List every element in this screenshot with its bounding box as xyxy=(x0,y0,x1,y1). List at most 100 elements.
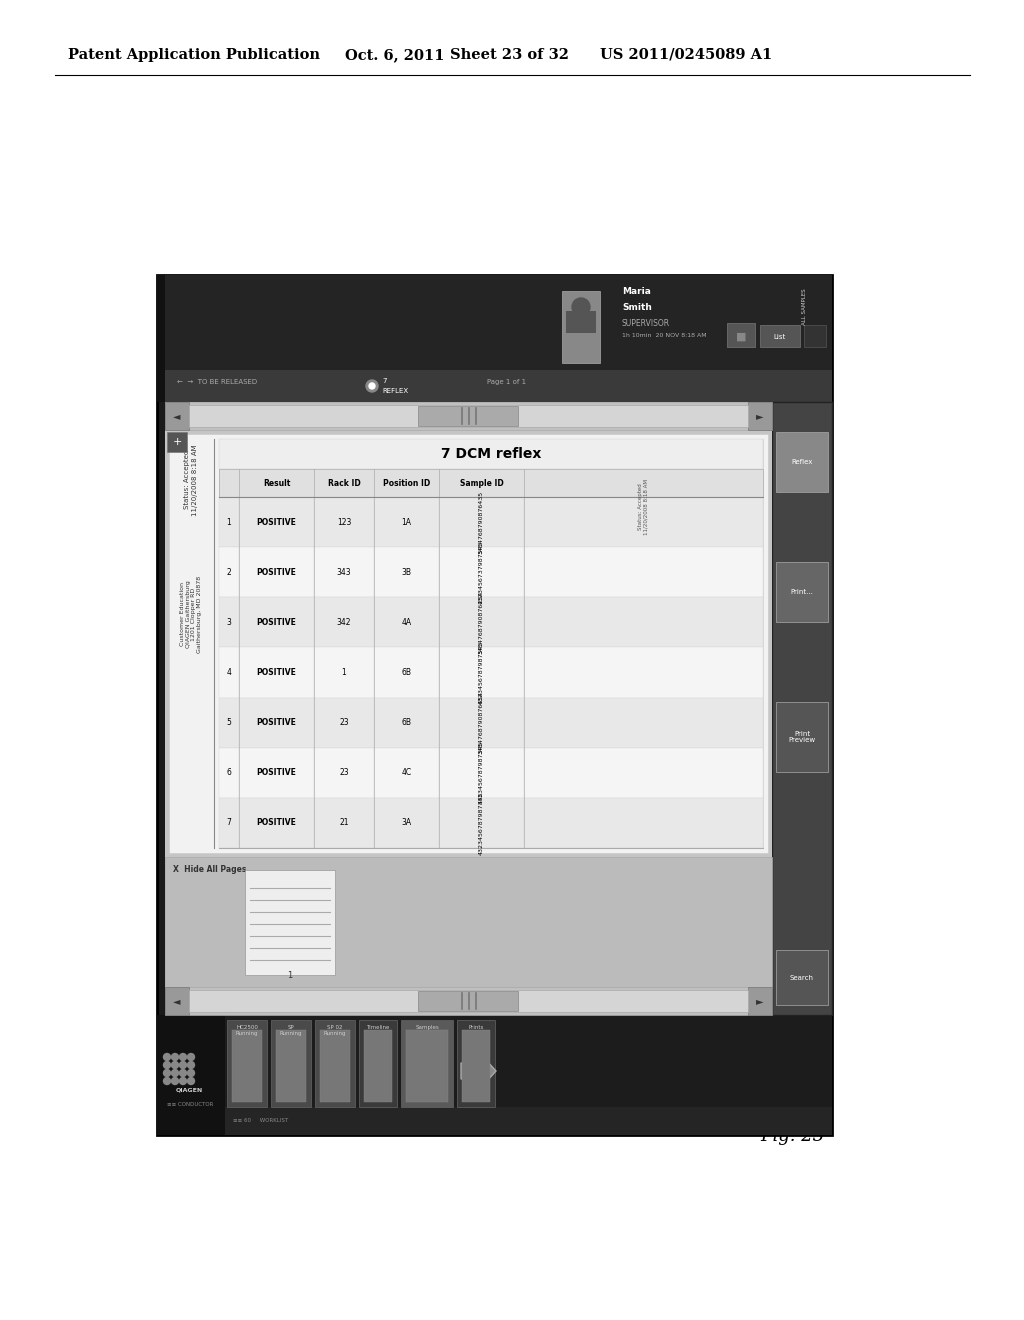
Bar xyxy=(748,987,772,1015)
Bar xyxy=(157,1015,222,1135)
Bar xyxy=(315,1020,355,1107)
Text: QIAGEN: QIAGEN xyxy=(175,1088,203,1093)
Text: ≡≡ CONDUCTOR: ≡≡ CONDUCTOR xyxy=(167,1102,213,1107)
Text: SP 02
Running: SP 02 Running xyxy=(324,1026,346,1036)
Circle shape xyxy=(164,1053,171,1060)
Bar xyxy=(727,323,755,347)
Text: 21: 21 xyxy=(339,818,349,828)
Text: POSITIVE: POSITIVE xyxy=(257,718,296,727)
Bar xyxy=(157,1015,831,1135)
Text: 3454768790876654: 3454768790876654 xyxy=(479,692,484,754)
Bar xyxy=(189,990,748,1012)
Text: 4323456787987345: 4323456787987345 xyxy=(479,741,484,804)
Text: Sample ID: Sample ID xyxy=(460,479,504,487)
Text: 3454768790876234: 3454768790876234 xyxy=(479,591,484,653)
Circle shape xyxy=(366,380,378,392)
Circle shape xyxy=(171,1053,178,1060)
Text: 3A: 3A xyxy=(401,818,412,828)
Text: X  Hide All Pages: X Hide All Pages xyxy=(173,865,247,874)
Text: 343: 343 xyxy=(337,568,351,577)
Text: 1h 10min  20 NOV 8:18 AM: 1h 10min 20 NOV 8:18 AM xyxy=(622,333,707,338)
Bar xyxy=(219,647,763,697)
Text: Result: Result xyxy=(263,479,290,487)
Text: HC2500
Running: HC2500 Running xyxy=(236,1026,258,1036)
Circle shape xyxy=(179,1069,186,1077)
Bar xyxy=(219,469,763,498)
Text: 6B: 6B xyxy=(401,668,412,677)
Text: POSITIVE: POSITIVE xyxy=(257,517,296,527)
Text: 4C: 4C xyxy=(401,768,412,777)
Circle shape xyxy=(572,298,590,315)
Text: 7 DCM reflex: 7 DCM reflex xyxy=(440,447,542,461)
Text: 23: 23 xyxy=(339,718,349,727)
Text: REFLEX: REFLEX xyxy=(382,388,409,393)
Text: ◄: ◄ xyxy=(173,997,181,1006)
Bar xyxy=(219,440,763,847)
Circle shape xyxy=(187,1061,195,1068)
Text: Samples: Samples xyxy=(415,1026,439,1030)
Bar xyxy=(165,403,189,430)
Text: ←  →  TO BE RELEASED: ← → TO BE RELEASED xyxy=(177,379,257,385)
Text: 3: 3 xyxy=(226,618,231,627)
Text: Smith: Smith xyxy=(622,304,652,312)
Text: Oct. 6, 2011: Oct. 6, 2011 xyxy=(345,48,444,62)
Text: Print
Preview: Print Preview xyxy=(788,730,815,743)
Circle shape xyxy=(171,1077,178,1085)
Circle shape xyxy=(171,1061,178,1068)
Text: POSITIVE: POSITIVE xyxy=(257,768,296,777)
Bar xyxy=(562,290,600,363)
Text: 1A: 1A xyxy=(401,517,412,527)
Text: Rack ID: Rack ID xyxy=(328,479,360,487)
Text: Sheet 23 of 32: Sheet 23 of 32 xyxy=(450,48,569,62)
Text: Patent Application Publication: Patent Application Publication xyxy=(68,48,319,62)
Bar xyxy=(222,1015,225,1135)
Text: ■: ■ xyxy=(736,333,746,342)
Bar xyxy=(457,1020,495,1107)
Bar xyxy=(232,1030,262,1102)
Text: US 2011/0245089 A1: US 2011/0245089 A1 xyxy=(600,48,772,62)
Bar xyxy=(157,275,831,370)
Text: 4323456787987345: 4323456787987345 xyxy=(479,791,484,854)
Text: Status: Accepted
11/20/2008 8:18 AM: Status: Accepted 11/20/2008 8:18 AM xyxy=(638,479,649,535)
Circle shape xyxy=(187,1077,195,1085)
Bar xyxy=(776,432,828,492)
Bar xyxy=(276,1030,306,1102)
Text: Search: Search xyxy=(790,974,814,981)
Text: 1: 1 xyxy=(342,668,346,677)
Bar xyxy=(406,1030,449,1102)
Bar xyxy=(760,325,800,347)
Bar xyxy=(165,403,772,430)
Circle shape xyxy=(187,1053,195,1060)
Circle shape xyxy=(179,1061,186,1068)
Bar xyxy=(364,1030,392,1102)
Bar xyxy=(245,870,335,975)
Bar xyxy=(418,407,518,426)
Bar xyxy=(165,370,831,403)
Text: List: List xyxy=(774,334,786,341)
Text: 4323456787987543: 4323456787987543 xyxy=(479,640,484,704)
Text: Customer Education
QIAGEN Gaithersburg
1201 Clopper RD
Gaithersburg, MD 20878: Customer Education QIAGEN Gaithersburg 1… xyxy=(180,576,202,653)
Text: 7: 7 xyxy=(226,818,231,828)
Text: POSITIVE: POSITIVE xyxy=(257,618,296,627)
Bar xyxy=(165,403,772,1015)
Text: 4A: 4A xyxy=(401,618,412,627)
Text: ►: ► xyxy=(757,411,764,421)
Text: 4: 4 xyxy=(226,668,231,677)
Bar xyxy=(462,1030,490,1102)
Text: SUPERVISOR: SUPERVISOR xyxy=(622,319,670,327)
Bar xyxy=(165,857,772,987)
Text: 3454768790876435: 3454768790876435 xyxy=(479,491,484,553)
Bar xyxy=(776,950,828,1005)
Circle shape xyxy=(171,1069,178,1077)
Bar xyxy=(418,991,518,1011)
Text: POSITIVE: POSITIVE xyxy=(257,668,296,677)
Circle shape xyxy=(179,1077,186,1085)
Text: ≡≡ 60     WORKLIST: ≡≡ 60 WORKLIST xyxy=(233,1118,288,1123)
Bar xyxy=(359,1020,397,1107)
Bar xyxy=(804,325,826,347)
Text: SP
Running: SP Running xyxy=(280,1026,302,1036)
Bar xyxy=(189,405,748,426)
Bar xyxy=(157,370,165,403)
Bar xyxy=(165,987,189,1015)
Bar xyxy=(219,797,763,847)
